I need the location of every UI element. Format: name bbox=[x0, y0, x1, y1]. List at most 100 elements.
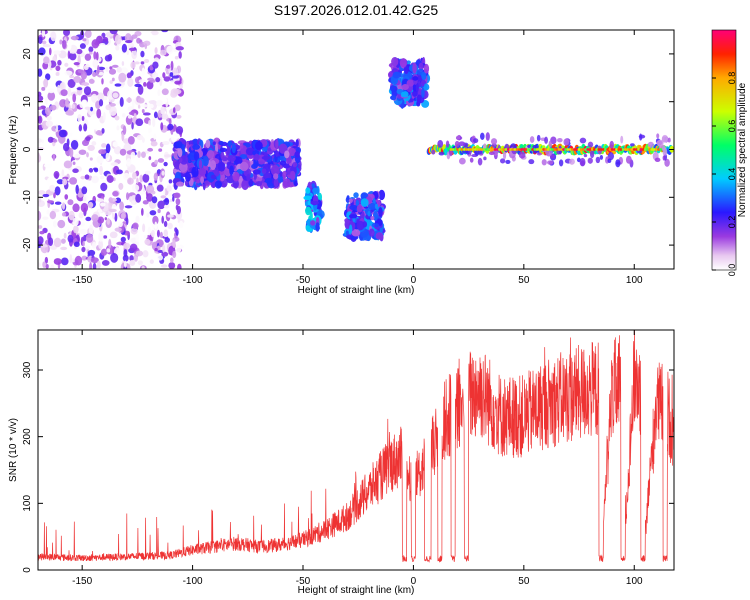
heatmap-cell bbox=[610, 148, 614, 151]
heatmap-cell bbox=[513, 148, 517, 151]
heatmap-cell bbox=[499, 158, 506, 164]
heatmap-cell bbox=[491, 148, 495, 151]
heatmap-cell bbox=[621, 148, 625, 151]
heatmap-cell bbox=[144, 43, 148, 50]
heatmap-cell bbox=[226, 146, 231, 156]
heatmap-cell bbox=[487, 148, 490, 151]
heatmap-cell bbox=[56, 84, 61, 93]
heatmap-cell bbox=[72, 153, 81, 159]
heatmap-cell bbox=[141, 67, 145, 76]
heatmap-cell bbox=[42, 216, 49, 220]
heatmap-cell bbox=[90, 257, 99, 264]
heatmap-cell bbox=[77, 114, 82, 122]
heatmap-cell bbox=[52, 153, 56, 161]
x-tick-label: 50 bbox=[518, 576, 530, 587]
heatmap-cell bbox=[252, 169, 261, 175]
heatmap-cell bbox=[46, 209, 50, 215]
heatmap-cell bbox=[72, 168, 79, 174]
heatmap-cell bbox=[142, 200, 149, 205]
heatmap-cell bbox=[67, 199, 74, 206]
heatmap-cell bbox=[120, 81, 125, 86]
heatmap-cell bbox=[273, 178, 279, 188]
heatmap-cell bbox=[53, 170, 60, 179]
heatmap-cell bbox=[154, 221, 158, 230]
heatmap-cell bbox=[305, 206, 312, 216]
heatmap-cell bbox=[127, 135, 135, 145]
heatmap-feature bbox=[303, 180, 325, 234]
heatmap-cell bbox=[619, 148, 623, 151]
heatmap-cell bbox=[159, 49, 167, 56]
heatmap-cell bbox=[146, 192, 153, 202]
heatmap-cell bbox=[595, 156, 601, 164]
heatmap-cell bbox=[160, 195, 167, 199]
heatmap-cell bbox=[43, 78, 49, 88]
heatmap-cell bbox=[370, 216, 375, 221]
heatmap-cell bbox=[502, 151, 507, 160]
heatmap-cell bbox=[163, 76, 171, 82]
heatmap-cell bbox=[169, 72, 174, 77]
heatmap-cell bbox=[412, 91, 418, 97]
heatmap-cell bbox=[93, 51, 97, 60]
heatmap-cell bbox=[401, 91, 409, 98]
heatmap-cell bbox=[218, 140, 224, 146]
heatmap-cell bbox=[38, 36, 43, 45]
heatmap-cell bbox=[587, 141, 594, 148]
heatmap-cell bbox=[278, 143, 288, 154]
heatmap-cell bbox=[345, 230, 349, 236]
heatmap-cell bbox=[100, 248, 108, 256]
heatmap-cell bbox=[53, 258, 62, 265]
heatmap-cell bbox=[49, 210, 57, 220]
heatmap-cell bbox=[155, 77, 161, 83]
heatmap-cell bbox=[141, 266, 145, 269]
heatmap-cell bbox=[81, 139, 90, 146]
heatmap-cell bbox=[134, 83, 142, 88]
heatmap-cell bbox=[102, 36, 109, 43]
heatmap-cell bbox=[423, 63, 430, 74]
heatmap-cell bbox=[113, 146, 122, 155]
heatmap-cell bbox=[176, 114, 182, 119]
heatmap-cell bbox=[599, 148, 603, 151]
heatmap-cell bbox=[45, 107, 51, 116]
heatmap-cell bbox=[120, 212, 126, 220]
heatmap-cell bbox=[178, 51, 182, 59]
heatmap-cell bbox=[125, 217, 129, 226]
heatmap-cell bbox=[108, 238, 112, 249]
heatmap-cell bbox=[148, 132, 153, 138]
heatmap-cell bbox=[91, 114, 99, 119]
heatmap-cell bbox=[483, 156, 487, 161]
heatmap-cell bbox=[144, 238, 151, 245]
heatmap-cell bbox=[282, 178, 291, 188]
heatmap-cell bbox=[135, 193, 142, 203]
heatmap-cell bbox=[185, 172, 191, 182]
heatmap-cell bbox=[172, 107, 176, 114]
heatmap-cell bbox=[148, 32, 153, 38]
heatmap-cell bbox=[148, 119, 151, 126]
heatmap-cell bbox=[509, 148, 512, 151]
heatmap-cell bbox=[536, 134, 541, 142]
heatmap-cell bbox=[100, 202, 106, 207]
heatmap-cell bbox=[173, 192, 181, 199]
heatmap-cell bbox=[106, 248, 111, 253]
heatmap-cell bbox=[356, 204, 363, 213]
heatmap-cell bbox=[127, 77, 134, 87]
heatmap-cell bbox=[615, 159, 621, 168]
heatmap-cell bbox=[520, 148, 524, 151]
heatmap-cell bbox=[38, 262, 41, 268]
heatmap-cell bbox=[241, 179, 249, 191]
heatmap-cell bbox=[154, 247, 158, 252]
heatmap-cell bbox=[159, 231, 163, 239]
heatmap-cell bbox=[163, 161, 168, 167]
heatmap-cell bbox=[50, 264, 55, 269]
heatmap-cell bbox=[374, 223, 379, 228]
heatmap-cell bbox=[531, 148, 535, 151]
heatmap-cell bbox=[524, 148, 528, 151]
spectrogram-y-label: Frequency (Hz) bbox=[8, 116, 19, 185]
snr-x-axis: -150 -100 -50 0 50 100 bbox=[72, 330, 643, 587]
heatmap-cell bbox=[38, 225, 43, 229]
y-tick-label: 300 bbox=[22, 361, 33, 378]
heatmap-cell bbox=[360, 198, 369, 207]
heatmap-cell bbox=[147, 147, 154, 152]
heatmap-cell bbox=[105, 104, 112, 111]
heatmap-cell bbox=[156, 101, 164, 107]
heatmap-cell bbox=[133, 113, 137, 118]
